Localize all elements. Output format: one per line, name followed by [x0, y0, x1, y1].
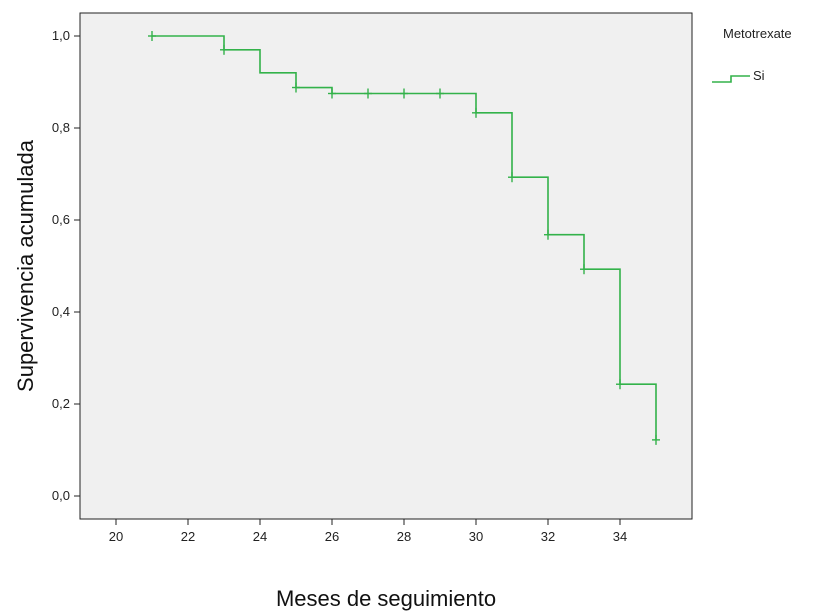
legend-entries: Si: [712, 68, 765, 83]
censor-mark: [544, 229, 552, 240]
x-tick-label: 24: [253, 529, 267, 544]
y-tick-label: 1,0: [52, 28, 70, 43]
y-tick-label: 0,0: [52, 488, 70, 503]
y-axis-title: Supervivencia acumulada: [13, 139, 38, 392]
x-axis-title: Meses de seguimiento: [276, 586, 496, 611]
legend-entry: Si: [712, 68, 765, 83]
censor-mark: [652, 434, 660, 445]
censor-mark: [328, 88, 336, 99]
censor-mark: [148, 31, 156, 41]
censor-mark: [436, 88, 444, 99]
censor-mark: [364, 88, 372, 99]
censor-mark: [580, 264, 588, 275]
y-tick-label: 0,2: [52, 396, 70, 411]
censor-mark: [292, 82, 300, 93]
censor-mark: [508, 172, 516, 183]
x-tick-label: 20: [109, 529, 123, 544]
series-layer: [148, 31, 660, 445]
x-tick-label: 32: [541, 529, 555, 544]
x-tick-label: 28: [397, 529, 411, 544]
legend: Metotrexate Si: [712, 26, 792, 83]
censor-mark: [472, 107, 480, 118]
plot-area: [79, 12, 693, 520]
x-tick-label: 26: [325, 529, 339, 544]
legend-title: Metotrexate: [723, 26, 792, 41]
legend-label: Si: [753, 68, 765, 83]
x-axis: 20 22 24 26 28 30 32 34: [109, 519, 627, 544]
legend-swatch: [712, 75, 750, 83]
censor-mark: [616, 379, 624, 390]
censor-mark: [400, 88, 408, 99]
x-tick-label: 30: [469, 529, 483, 544]
y-tick-label: 0,4: [52, 304, 70, 319]
censor-mark: [220, 44, 228, 55]
x-tick-label: 22: [181, 529, 195, 544]
y-axis: 0,0 0,2 0,4 0,6 0,8 1,0: [52, 28, 80, 503]
y-tick-label: 0,6: [52, 212, 70, 227]
x-tick-label: 34: [613, 529, 627, 544]
y-tick-label: 0,8: [52, 120, 70, 135]
